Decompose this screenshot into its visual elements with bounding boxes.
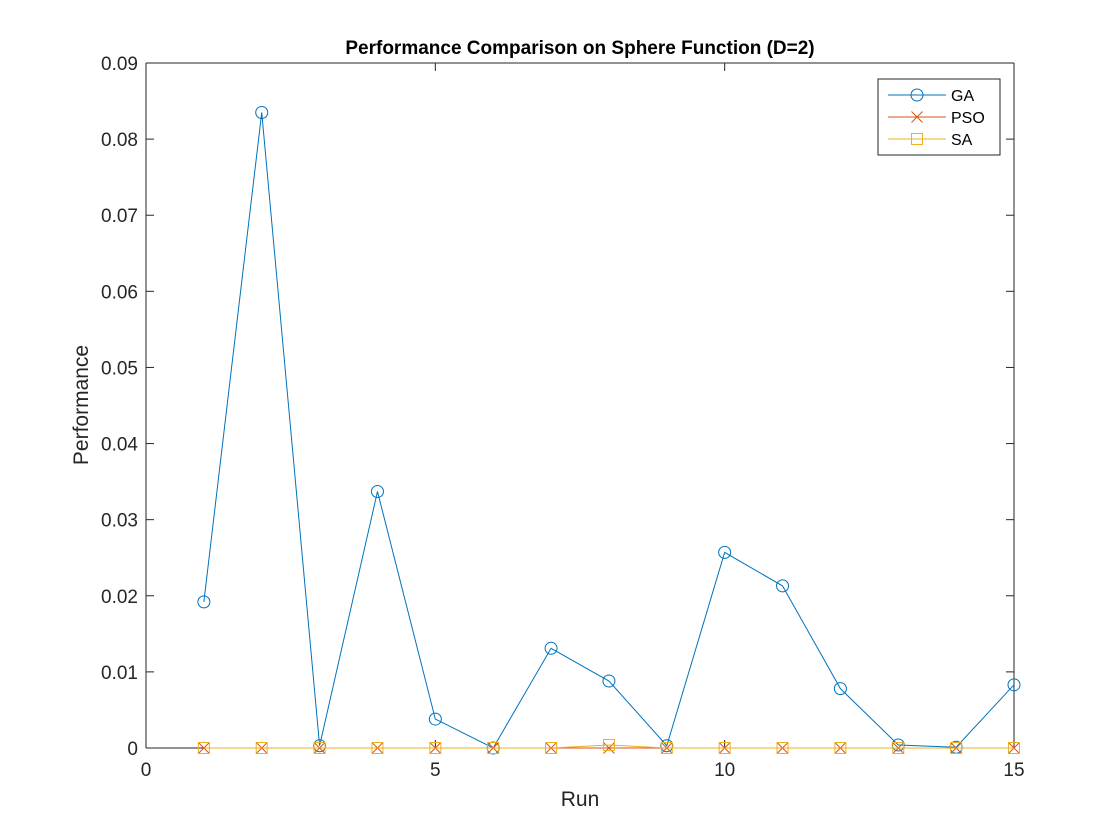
legend-label-pso: PSO (951, 110, 985, 127)
legend-item-sa: SA (888, 132, 973, 149)
series-ga-point (428, 712, 442, 726)
series-sa-line (203, 744, 1014, 749)
series-sa-point (545, 742, 558, 754)
legend-item-ga: GA (888, 88, 974, 105)
series-pso-point (603, 742, 615, 754)
x-axis-label: Run (561, 788, 600, 811)
series-ga-point (197, 595, 211, 609)
legend-marker-ga (910, 88, 924, 102)
x-tick-label: 5 (430, 760, 441, 781)
y-tick-label: 0.04 (101, 435, 138, 456)
series-sa-point (718, 742, 731, 754)
y-tick-label: 0.03 (101, 511, 138, 532)
series-ga-point (255, 105, 269, 119)
y-axis-label: Performance (70, 345, 93, 465)
x-tick-label: 15 (1003, 760, 1024, 781)
series-sa (197, 738, 1020, 754)
chart-title: Performance Comparison on Sphere Functio… (345, 38, 814, 59)
series-sa-point (1008, 742, 1020, 754)
y-tick-label: 0 (127, 739, 138, 760)
plot-area (146, 63, 1014, 748)
y-tick-label: 0.07 (101, 206, 138, 227)
series-sa-point (892, 742, 905, 754)
x-tick-label: 10 (714, 760, 735, 781)
series-sa-point (834, 742, 847, 754)
legend-marker-pso (911, 111, 923, 123)
series-pso-point (198, 742, 210, 754)
axes: 0 5 10 15 0 0.01 0.02 0.03 0.04 0.05 0.06 0.07 0.08 0… (101, 54, 1025, 781)
series-ga (197, 105, 1021, 755)
series-sa-point (255, 742, 268, 754)
legend: GA PSO SA (877, 78, 1001, 156)
series-sa-point (776, 742, 789, 754)
series-ga-point (602, 674, 616, 688)
y-tick-label: 0.02 (101, 587, 138, 608)
y-tick-label: 0.01 (101, 663, 138, 684)
series-sa-point (602, 738, 615, 751)
series-ga-point (370, 485, 384, 499)
legend-label-sa: SA (951, 132, 973, 149)
series-layer (197, 105, 1021, 755)
y-tick-label: 0.08 (101, 130, 138, 151)
series-ga-point (544, 641, 558, 655)
series-ga-point (833, 682, 847, 696)
series-sa-point (371, 742, 384, 754)
x-tick-label: 0 (141, 760, 152, 781)
series-ga-point (776, 579, 790, 593)
series-sa-point (487, 742, 500, 754)
series-sa-point (950, 742, 963, 754)
series-ga-point (1007, 678, 1021, 692)
y-tick-label: 0.09 (101, 54, 138, 75)
y-tick-label: 0.06 (101, 282, 138, 303)
legend-marker-sa (911, 133, 923, 145)
plot-background (146, 63, 1014, 748)
legend-label-ga: GA (951, 88, 974, 105)
y-tick-label: 0.05 (101, 358, 138, 379)
series-sa-point (197, 742, 210, 754)
legend-item-pso: PSO (888, 110, 985, 127)
series-ga-line (203, 112, 1015, 749)
series-sa-point (660, 742, 673, 754)
series-sa-point (429, 742, 442, 754)
series-sa-point (313, 742, 326, 754)
series-ga-point (718, 545, 732, 559)
